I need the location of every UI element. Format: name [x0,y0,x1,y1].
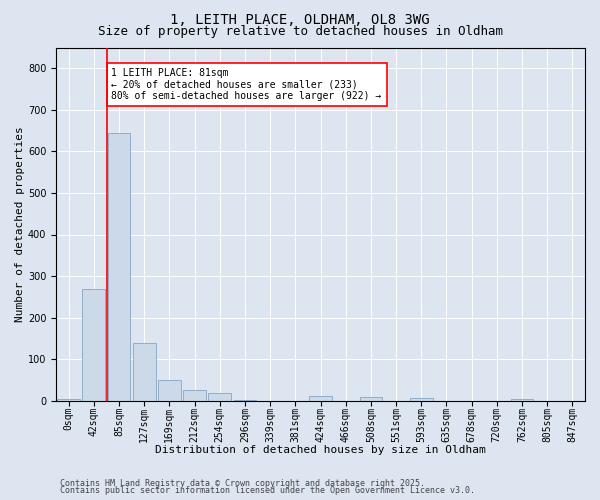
Bar [410,398,433,400]
X-axis label: Distribution of detached houses by size in Oldham: Distribution of detached houses by size … [155,445,486,455]
Bar [359,396,382,400]
Bar [133,342,155,400]
Bar [107,132,130,400]
Y-axis label: Number of detached properties: Number of detached properties [15,126,25,322]
Text: Contains HM Land Registry data © Crown copyright and database right 2025.: Contains HM Land Registry data © Crown c… [60,478,425,488]
Bar [158,380,181,400]
Text: 1, LEITH PLACE, OLDHAM, OL8 3WG: 1, LEITH PLACE, OLDHAM, OL8 3WG [170,12,430,26]
Bar [57,398,80,400]
Text: Contains public sector information licensed under the Open Government Licence v3: Contains public sector information licen… [60,486,475,495]
Bar [309,396,332,400]
Bar [208,393,231,400]
Bar [511,398,533,400]
Text: 1 LEITH PLACE: 81sqm
← 20% of detached houses are smaller (233)
80% of semi-deta: 1 LEITH PLACE: 81sqm ← 20% of detached h… [112,68,382,102]
Text: Size of property relative to detached houses in Oldham: Size of property relative to detached ho… [97,25,503,38]
Bar [183,390,206,400]
Bar [82,288,105,401]
